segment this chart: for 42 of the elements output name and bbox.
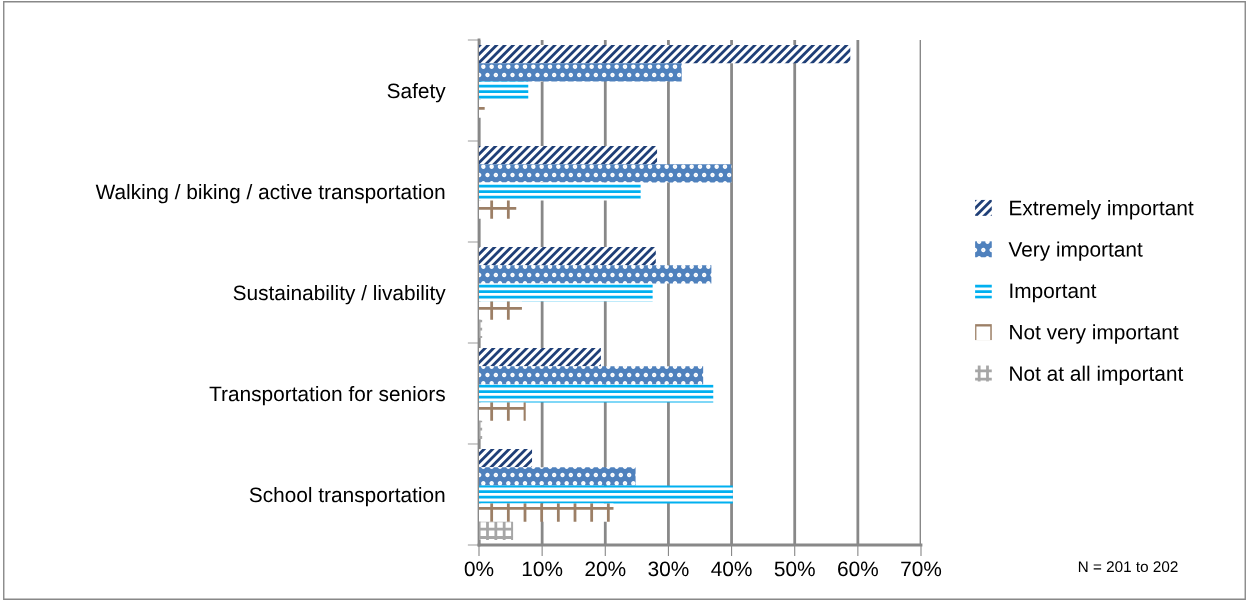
bar: [479, 319, 483, 338]
bar: [479, 247, 656, 266]
legend-label: Important: [1010, 283, 1097, 303]
y-tick-label: Transportation for seniors: [209, 385, 445, 406]
bar: [479, 200, 517, 219]
y-tick-label: School transportation: [249, 486, 445, 507]
bar: [479, 467, 636, 486]
x-tick-label: 0%: [464, 561, 494, 577]
bar: [479, 283, 653, 302]
bar: [479, 384, 714, 403]
y-tick-label: Safety: [387, 82, 446, 103]
bar: [479, 81, 529, 100]
x-tick-label: 40%: [711, 561, 752, 577]
bar: [479, 45, 851, 64]
bar: [479, 348, 601, 367]
bar: [479, 521, 514, 540]
bar: [479, 503, 614, 522]
bar: [479, 485, 733, 504]
bar: [479, 420, 483, 439]
bar: [479, 402, 526, 421]
y-tick-label: Walking / biking / active transportation: [95, 183, 445, 204]
legend-label: Very important: [1008, 241, 1143, 261]
bar: [479, 265, 712, 284]
legend-label: Not at all important: [1010, 365, 1184, 386]
bar: [479, 146, 658, 165]
bar: [479, 301, 522, 320]
x-tick-label: 10%: [522, 561, 563, 577]
y-tick-label: Sustainability / livability: [233, 284, 446, 305]
legend-label: Extremely important: [1010, 200, 1194, 220]
x-tick-label: 50%: [774, 561, 815, 577]
text: N = 201 to 202: [1078, 561, 1178, 573]
x-tick-label: 30%: [648, 561, 689, 577]
bar: [479, 182, 641, 201]
x-tick-label: 60%: [838, 561, 878, 577]
bar: [479, 449, 533, 468]
bar: [479, 164, 732, 183]
bar: [479, 63, 682, 82]
x-tick-label: 70%: [901, 561, 942, 577]
x-tick-label: 20%: [585, 561, 626, 577]
bar: [479, 99, 485, 118]
legend-label: Not very important: [1010, 324, 1179, 344]
bar: [479, 366, 704, 385]
